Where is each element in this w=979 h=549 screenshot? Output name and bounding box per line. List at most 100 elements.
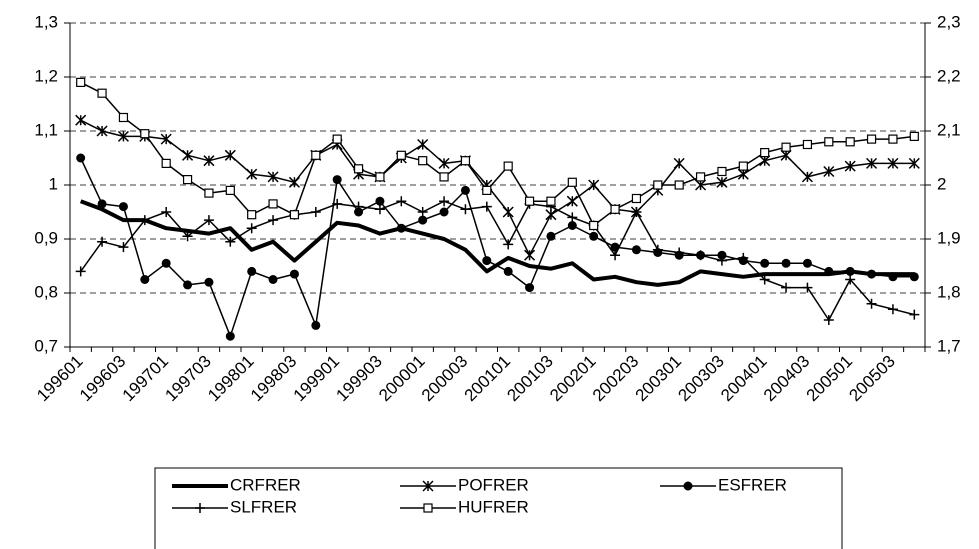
- marker: [418, 156, 428, 166]
- marker: [887, 157, 899, 169]
- marker: [97, 88, 107, 98]
- marker: [845, 137, 855, 147]
- marker: [97, 199, 107, 209]
- marker: [97, 236, 108, 247]
- marker: [716, 176, 728, 188]
- x-tick-label: 200301: [632, 352, 686, 406]
- marker: [844, 160, 856, 172]
- marker: [888, 272, 898, 282]
- x-tick-label: 200103: [503, 352, 557, 406]
- marker: [289, 269, 299, 279]
- x-tick-label: 199801: [204, 352, 258, 406]
- marker: [866, 134, 877, 144]
- marker: [802, 258, 812, 268]
- marker: [567, 212, 578, 223]
- marker: [332, 198, 343, 209]
- y-tick-label: 1: [49, 174, 58, 193]
- marker: [460, 185, 470, 195]
- marker: [267, 171, 279, 183]
- marker: [268, 275, 278, 284]
- marker: [823, 315, 834, 325]
- marker: [781, 142, 791, 152]
- marker: [118, 242, 129, 253]
- marker: [76, 153, 86, 163]
- x-tick-label: 200403: [760, 352, 814, 406]
- marker: [888, 134, 898, 144]
- y2-tick-label: 1,8: [937, 282, 961, 301]
- marker: [631, 207, 642, 217]
- marker: [118, 112, 129, 123]
- marker: [311, 150, 321, 160]
- y2-tick-label: 2,1: [937, 120, 961, 139]
- x-tick-label: 200001: [375, 352, 429, 406]
- marker: [589, 220, 599, 231]
- marker: [161, 158, 171, 168]
- marker: [203, 215, 214, 226]
- marker: [375, 196, 385, 206]
- marker: [161, 207, 172, 217]
- marker: [589, 231, 599, 241]
- y-tick-label: 1,2: [34, 66, 58, 85]
- series-line: [79, 199, 915, 287]
- marker: [246, 223, 257, 234]
- marker: [610, 250, 621, 261]
- marker: [482, 256, 492, 266]
- marker: [631, 245, 641, 255]
- marker: [438, 157, 450, 169]
- marker: [801, 171, 813, 183]
- marker: [631, 193, 642, 204]
- marker: [204, 277, 214, 287]
- marker: [738, 161, 748, 171]
- series-line: [80, 119, 915, 256]
- x-tick-label: 200401: [717, 352, 771, 406]
- marker: [503, 266, 513, 276]
- y-tick-label: 1,3: [34, 12, 58, 31]
- marker: [225, 185, 235, 195]
- marker: [759, 274, 770, 285]
- marker: [396, 150, 406, 160]
- marker: [288, 176, 300, 188]
- x-tick-label: 199603: [76, 352, 130, 406]
- x-tick-label: 199701: [119, 352, 173, 406]
- marker: [759, 155, 771, 167]
- marker: [567, 221, 577, 230]
- marker: [396, 223, 406, 233]
- x-tick-label: 199903: [332, 352, 386, 406]
- y2-tick-label: 1,9: [937, 228, 961, 247]
- marker: [674, 247, 685, 258]
- marker: [567, 177, 577, 187]
- marker: [760, 148, 770, 158]
- marker: [418, 215, 428, 225]
- marker: [311, 320, 321, 330]
- x-tick-label: 200503: [845, 352, 899, 406]
- marker: [780, 149, 792, 161]
- series-line: [80, 157, 915, 337]
- marker: [460, 156, 471, 166]
- marker: [160, 133, 172, 145]
- legend-label: POFRER: [458, 475, 529, 494]
- marker: [525, 283, 535, 293]
- x-tick-label: 200501: [803, 352, 857, 406]
- marker: [717, 250, 727, 260]
- marker: [781, 258, 791, 268]
- marker: [76, 77, 86, 88]
- marker: [717, 166, 727, 177]
- marker: [502, 206, 514, 218]
- marker: [737, 168, 749, 180]
- marker: [716, 255, 727, 266]
- marker: [824, 266, 834, 276]
- marker: [802, 282, 813, 293]
- marker: [695, 172, 706, 182]
- marker: [247, 210, 257, 220]
- marker: [247, 266, 257, 276]
- marker: [225, 236, 236, 247]
- y2-tick-label: 2,3: [937, 12, 961, 31]
- marker: [140, 129, 150, 139]
- series-line: [80, 81, 915, 227]
- marker: [866, 157, 878, 169]
- marker: [289, 210, 300, 220]
- series-line: [80, 200, 915, 321]
- legend-label: CRFRER: [230, 475, 301, 494]
- marker: [546, 231, 556, 241]
